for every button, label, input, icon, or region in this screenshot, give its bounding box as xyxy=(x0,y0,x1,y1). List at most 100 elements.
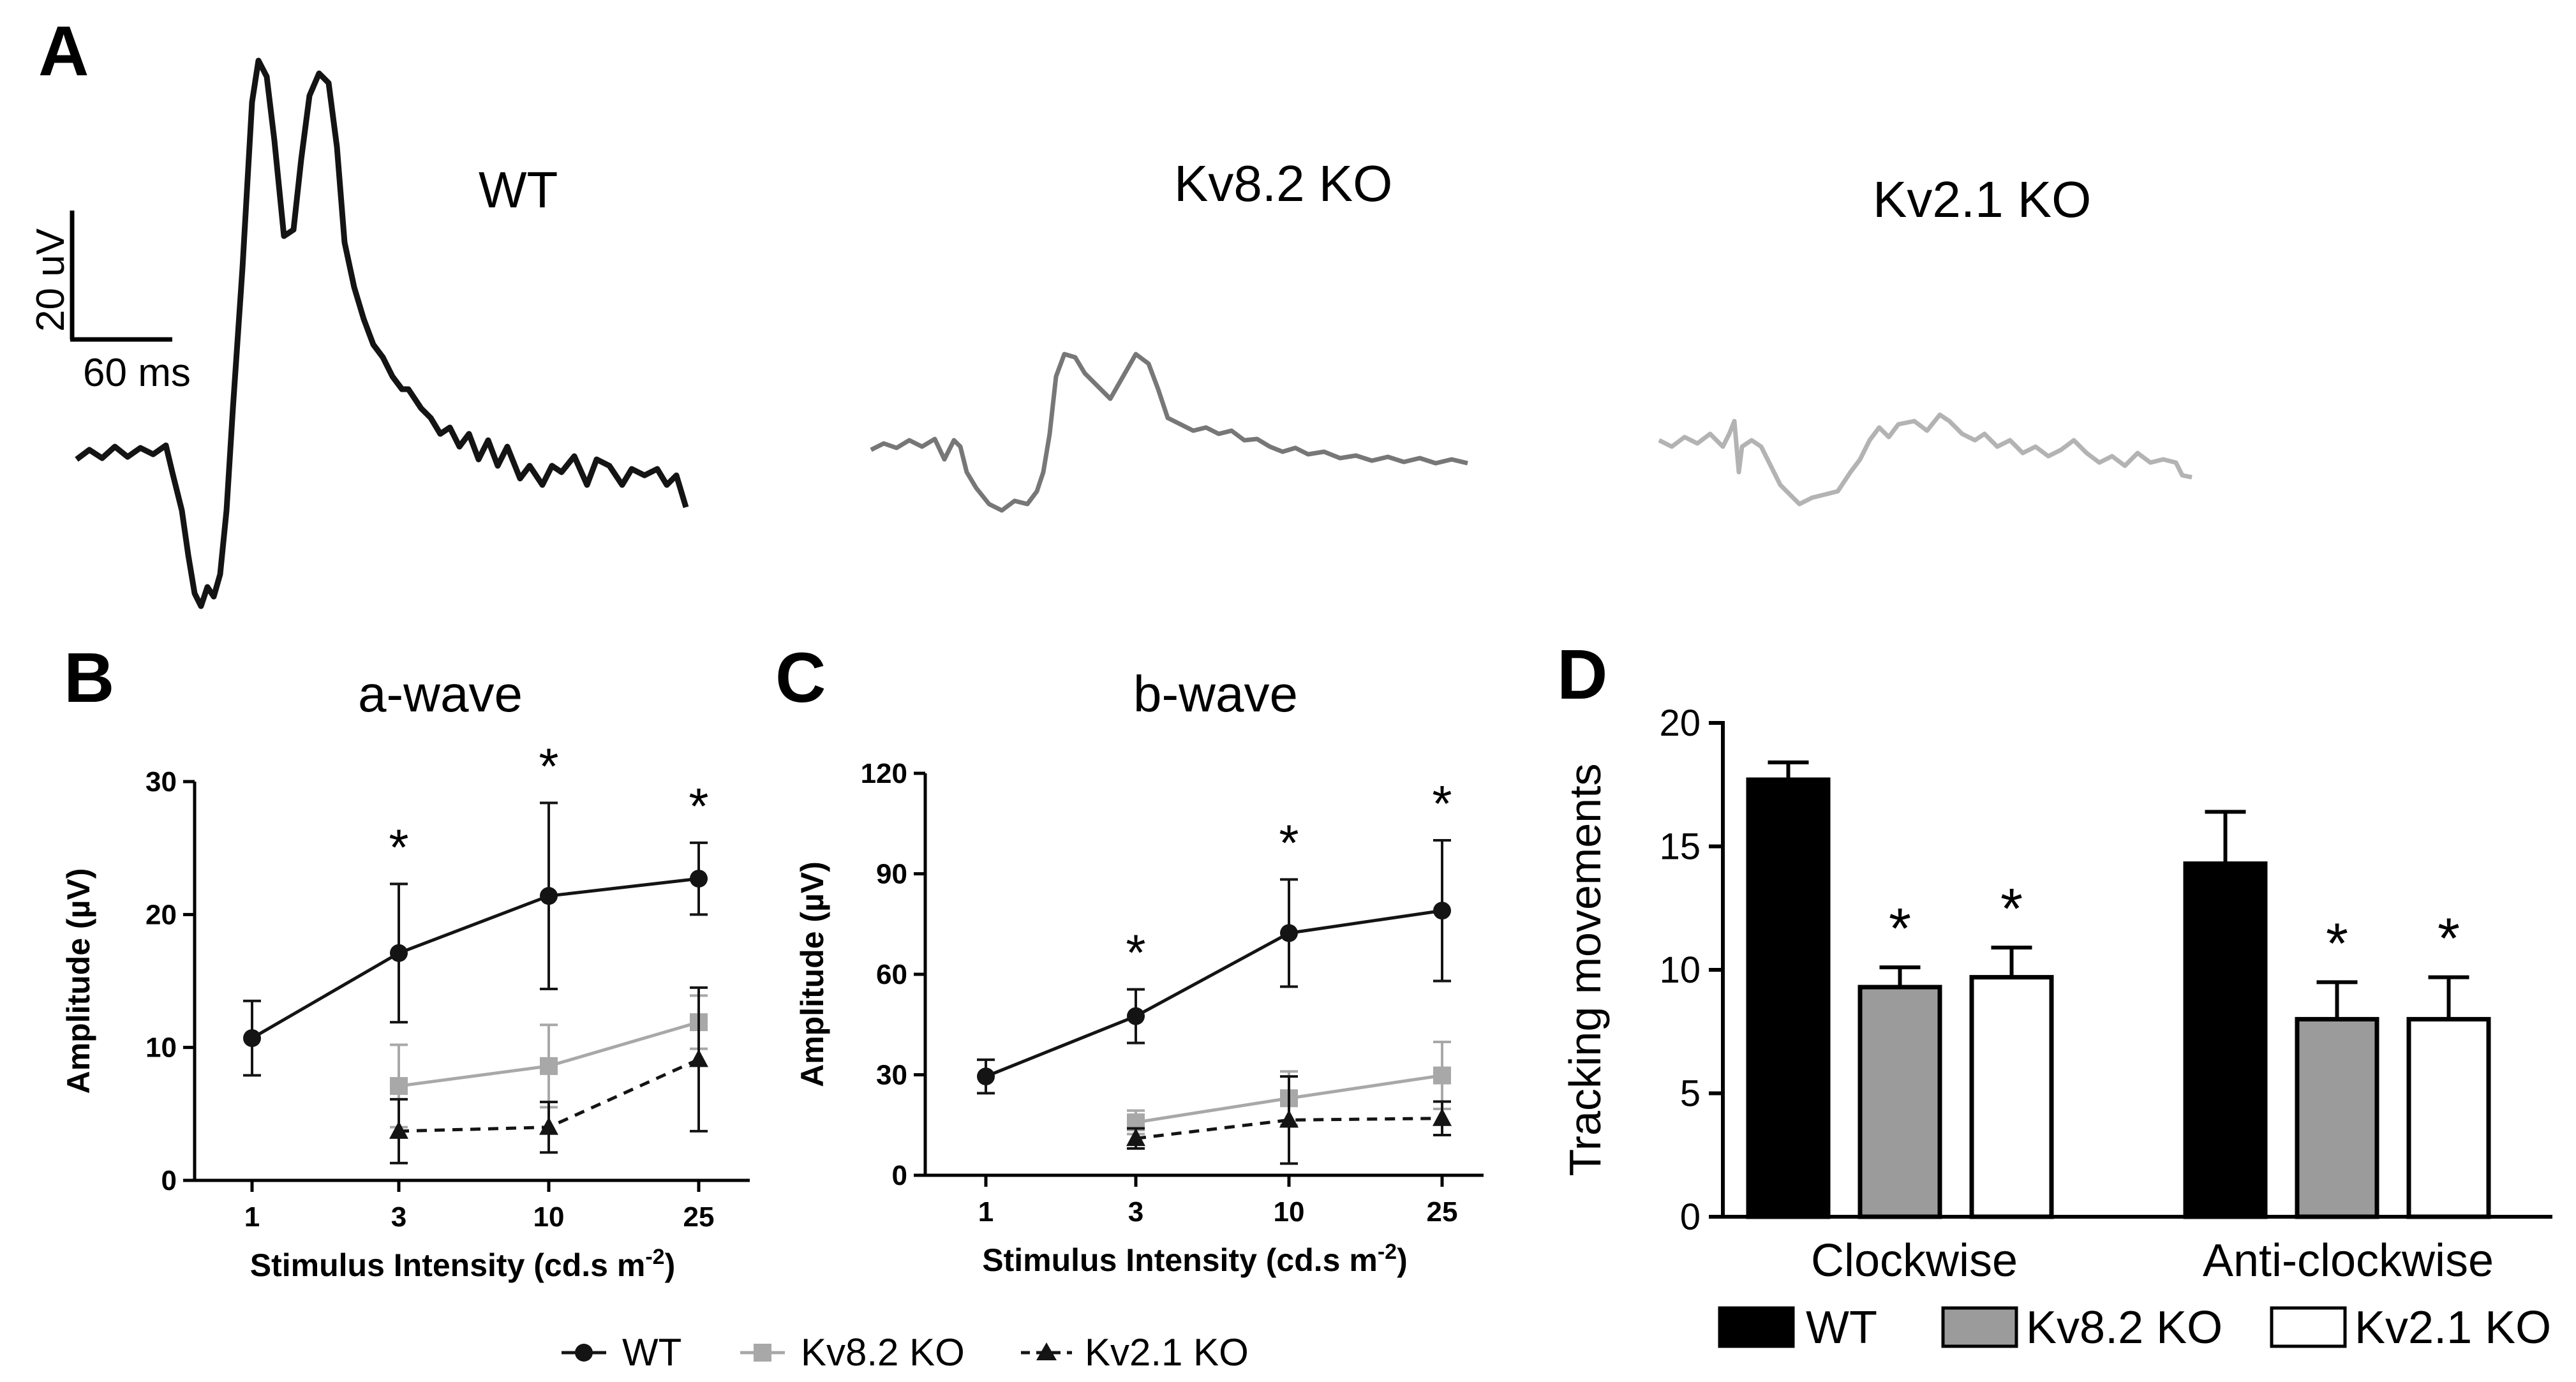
y-tick-label: 0 xyxy=(1680,1196,1701,1238)
legend-wt-label: WT xyxy=(622,1331,681,1374)
panel-label-d: D xyxy=(1557,635,1607,714)
data-point-wt xyxy=(390,944,408,962)
significance-star: * xyxy=(1126,925,1145,981)
data-point-wt xyxy=(977,1067,995,1086)
x-category-label: Clockwise xyxy=(1811,1235,2018,1286)
trace-label-kv82: Kv8.2 KO xyxy=(1174,155,1392,212)
panel-label-b: B xyxy=(64,639,114,717)
data-point-wt xyxy=(1280,924,1298,942)
y-tick-label: 30 xyxy=(145,766,177,798)
legend-bar-kv21-swatch xyxy=(2270,1306,2347,1348)
trace-wt xyxy=(75,57,689,609)
trace-label-wt: WT xyxy=(479,161,558,218)
y-tick-label: 15 xyxy=(1659,826,1701,868)
x-axis-label-end: ) xyxy=(1397,1242,1408,1278)
x-axis-label-superscript: -2 xyxy=(645,1245,664,1269)
y-axis-label: Amplitude (µV) xyxy=(794,861,830,1087)
x-tick-label: 3 xyxy=(1128,1196,1143,1228)
chart-title: b-wave xyxy=(1133,665,1298,722)
significance-star: * xyxy=(1889,897,1911,961)
legend-bar-kv82-swatch xyxy=(1941,1306,2018,1348)
data-point-wt xyxy=(1127,1007,1145,1025)
data-point-wt xyxy=(1433,902,1451,920)
x-category-label: Anti-clockwise xyxy=(2203,1235,2494,1286)
legend-bar-kv21-label: Kv2.1 KO xyxy=(2355,1302,2551,1353)
x-axis-label-text: Stimulus Intensity (cd.s m xyxy=(250,1247,646,1283)
x-axis-label-superscript: -2 xyxy=(1378,1240,1397,1264)
line-legend: WT Kv8.2 KO Kv2.1 KO xyxy=(562,1331,1249,1374)
significance-star: * xyxy=(689,778,708,835)
y-axis-label: Tracking movements xyxy=(1560,763,1610,1176)
scale-bar: 20 uV 60 ms xyxy=(29,211,191,395)
x-axis-label-text: Stimulus Intensity (cd.s m xyxy=(982,1242,1378,1278)
x-tick-label: 1 xyxy=(244,1201,260,1233)
legend-kv21-label: Kv2.1 KO xyxy=(1085,1331,1249,1374)
y-tick-label: 0 xyxy=(892,1160,907,1191)
bar-wt xyxy=(1746,777,1831,1219)
scale-bar-y-label: 20 uV xyxy=(29,228,73,332)
data-point-kv8-2-ko xyxy=(390,1077,408,1096)
series-line-kv2-1-ko xyxy=(1135,1117,1443,1140)
bar-kv8-2-ko xyxy=(2295,1016,2379,1219)
x-axis-label: Stimulus Intensity (cd.s m-2) xyxy=(250,1245,675,1283)
y-tick-label: 0 xyxy=(161,1165,177,1196)
y-tick-label: 5 xyxy=(1680,1073,1701,1115)
x-axis-label-end: ) xyxy=(665,1247,676,1283)
data-point-kv8-2-ko xyxy=(540,1057,558,1075)
x-tick-label: 10 xyxy=(533,1201,565,1233)
data-point-kv2-1-ko xyxy=(1126,1128,1145,1147)
bar-kv8-2-ko xyxy=(1858,984,1942,1219)
panel-label-a: A xyxy=(38,12,89,91)
data-point-kv2-1-ko xyxy=(1433,1108,1452,1126)
y-tick-label: 10 xyxy=(145,1032,177,1064)
x-tick-label: 25 xyxy=(683,1201,715,1233)
data-point-wt xyxy=(243,1029,261,1048)
data-point-kv2-1-ko xyxy=(1279,1110,1299,1128)
bar-kv2-1-ko xyxy=(2406,1016,2491,1219)
y-tick-label: 120 xyxy=(861,758,907,789)
x-tick-label: 25 xyxy=(1427,1196,1458,1228)
data-point-wt xyxy=(690,870,708,888)
y-tick-label: 30 xyxy=(876,1060,907,1091)
significance-star: * xyxy=(389,819,408,875)
bar-wt xyxy=(2183,861,2268,1219)
legend-kv21-marker xyxy=(1036,1342,1057,1360)
significance-star: * xyxy=(2000,877,2023,941)
data-point-kv8-2-ko xyxy=(1433,1066,1451,1085)
y-tick-label: 20 xyxy=(145,899,177,930)
significance-star: * xyxy=(539,738,558,794)
significance-star: * xyxy=(2326,912,2348,976)
trace-label-kv21: Kv2.1 KO xyxy=(1873,171,2091,228)
trace-kv82 xyxy=(870,352,1468,513)
bar-kv2-1-ko xyxy=(1969,975,2054,1219)
legend-bar-wt-label: WT xyxy=(1806,1302,1877,1353)
legend-bar-kv82-label: Kv8.2 KO xyxy=(2026,1302,2222,1353)
x-axis-label: Stimulus Intensity (cd.s m-2) xyxy=(982,1240,1407,1278)
tracking-bar-chart: 0 5 10 15 20 Tracking movements Clockwise Anti-… xyxy=(1560,702,2552,1286)
y-axis-label: Amplitude (µV) xyxy=(61,868,96,1094)
b-wave-chart: b-wave 0 30 60 90 120 1 3 10 25 Stimulus Intensity… xyxy=(794,665,1484,1278)
y-tick-label: 60 xyxy=(876,959,907,990)
panel-label-c: C xyxy=(775,639,826,717)
y-tick-label: 20 xyxy=(1659,702,1701,744)
x-tick-label: 10 xyxy=(1274,1196,1305,1228)
x-tick-label: 1 xyxy=(978,1196,994,1228)
significance-star: * xyxy=(2438,907,2460,971)
data-point-wt xyxy=(540,887,558,905)
y-tick-label: 10 xyxy=(1659,949,1701,991)
bar-legend: WT Kv8.2 KO Kv2.1 KO xyxy=(1718,1302,2551,1353)
significance-star: * xyxy=(1432,775,1452,832)
y-tick-label: 90 xyxy=(876,859,907,890)
series-line-wt xyxy=(251,877,699,1040)
trace-kv21 xyxy=(1658,412,2193,507)
significance-star: * xyxy=(1279,814,1299,871)
data-point-kv2-1-ko xyxy=(389,1120,408,1139)
legend-wt-marker xyxy=(575,1344,593,1362)
series-line-wt xyxy=(985,909,1443,1078)
legend-kv82-label: Kv8.2 KO xyxy=(801,1331,965,1374)
data-point-kv2-1-ko xyxy=(539,1117,558,1135)
scale-bar-x-label: 60 ms xyxy=(83,351,191,395)
x-tick-label: 3 xyxy=(391,1201,406,1233)
